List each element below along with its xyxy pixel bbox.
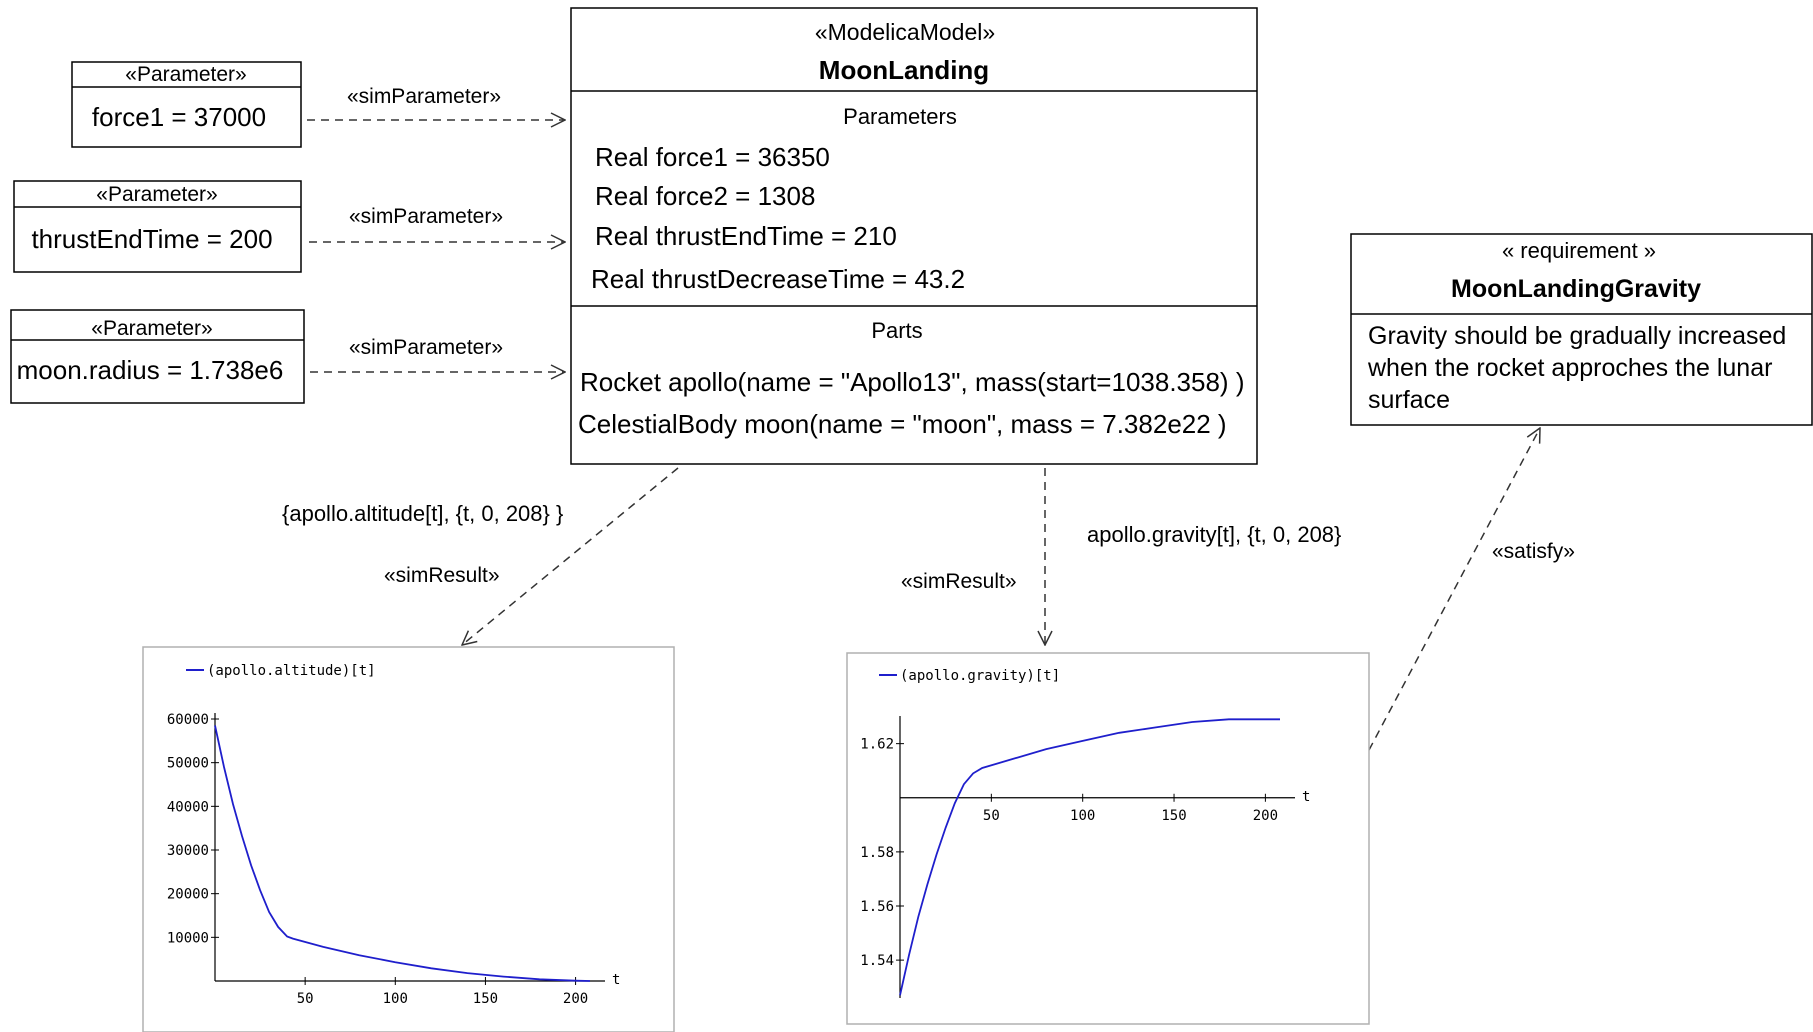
parameter-value: force1 = 37000 xyxy=(92,102,266,132)
sim-result-expression: apollo.gravity[t], {t, 0, 208} xyxy=(1087,522,1341,547)
series-line xyxy=(214,725,591,982)
model-stereotype: «ModelicaModel» xyxy=(815,19,995,45)
y-tick-label: 30000 xyxy=(167,843,209,859)
x-tick-label: 50 xyxy=(983,808,1000,824)
sim-parameter-label: «simParameter» xyxy=(347,85,501,108)
requirement-name: MoonLandingGravity xyxy=(1451,275,1701,303)
y-tick-label: 50000 xyxy=(167,756,209,772)
x-tick-label: 100 xyxy=(383,991,408,1007)
plot-frame xyxy=(846,652,1370,1025)
x-axis-label: t xyxy=(1302,789,1310,805)
x-tick-label: 50 xyxy=(297,991,314,1007)
x-tick-label: 150 xyxy=(1161,808,1186,824)
model-parameter: Real thrustEndTime = 210 xyxy=(595,221,897,251)
requirement-text: when the rocket approches the lunar xyxy=(1367,354,1772,382)
altitude-chart-area: t 50 100 150 200 10000 20000 30000 40000 50000 600… xyxy=(167,712,621,1007)
sim-result-expression: {apollo.altitude[t], {t, 0, 208} } xyxy=(282,501,563,526)
x-tick-label: 200 xyxy=(563,991,588,1007)
x-tick-label: 100 xyxy=(1070,808,1095,824)
parameter-value: thrustEndTime = 200 xyxy=(31,224,272,254)
y-tick-label: 1.58 xyxy=(860,845,894,861)
x-tick-label: 150 xyxy=(473,991,498,1007)
y-tick-label: 1.56 xyxy=(860,899,894,915)
legend-label: (apollo.gravity)[t] xyxy=(900,668,1060,684)
sim-result-label: «simResult» xyxy=(384,564,500,587)
sim-result-label: «simResult» xyxy=(901,570,1017,593)
satisfy-connector: «satisfy» xyxy=(1368,428,1575,751)
model-part: CelestialBody moon(name = "moon", mass =… xyxy=(578,409,1227,439)
requirement-stereotype: « requirement » xyxy=(1502,238,1656,263)
y-tick-label: 1.54 xyxy=(860,953,894,969)
gravity-plot: (apollo.gravity)[t] t 50 100 150 200 1.54 1.56… xyxy=(846,652,1370,1025)
y-tick-label: 60000 xyxy=(167,712,209,728)
requirement-text: Gravity should be gradually increased xyxy=(1368,322,1786,350)
series-line xyxy=(899,718,1280,996)
parameter-moon-radius[interactable]: «Parameter» moon.radius = 1.738e6 xyxy=(10,309,305,404)
satisfy-label: «satisfy» xyxy=(1492,540,1575,563)
parts-compartment-title: Parts xyxy=(871,318,922,343)
sim-parameter-connectors: «simParameter» «simParameter» «simParame… xyxy=(307,85,565,372)
sim-result-connectors: {apollo.altitude[t], {t, 0, 208} } «simR… xyxy=(282,467,1341,645)
model-parameter: Real force2 = 1308 xyxy=(595,181,815,211)
x-tick-label: 200 xyxy=(1253,808,1278,824)
sim-parameter-label: «simParameter» xyxy=(349,205,503,228)
parameter-value: moon.radius = 1.738e6 xyxy=(17,355,284,385)
parameter-stereotype: «Parameter» xyxy=(96,183,217,206)
model-name: MoonLanding xyxy=(819,55,989,85)
parameter-stereotype: «Parameter» xyxy=(91,317,212,340)
altitude-plot: (apollo.altitude)[t] t 50 100 150 200 10000 20… xyxy=(142,646,675,1032)
model-parameter: Real force1 = 36350 xyxy=(595,142,830,172)
plot-frame xyxy=(142,646,675,1032)
x-axis-label: t xyxy=(612,972,620,988)
parameter-force1[interactable]: «Parameter» force1 = 37000 xyxy=(71,61,302,148)
requirement-text: surface xyxy=(1368,386,1450,414)
sim-result-arrow-altitude[interactable] xyxy=(462,467,679,645)
sim-parameter-label: «simParameter» xyxy=(349,336,503,359)
legend-label: (apollo.altitude)[t] xyxy=(207,663,376,679)
y-tick-label: 40000 xyxy=(167,799,209,815)
parameter-stereotype: «Parameter» xyxy=(125,63,246,86)
y-tick-label: 1.62 xyxy=(860,737,894,753)
parameters-compartment-title: Parameters xyxy=(843,104,957,129)
model-parameter: Real thrustDecreaseTime = 43.2 xyxy=(591,264,965,294)
gravity-chart-area: t 50 100 150 200 1.54 1.56 1.58 1.62 xyxy=(860,716,1310,998)
y-tick-label: 10000 xyxy=(167,930,209,946)
parameter-thrust-end-time[interactable]: «Parameter» thrustEndTime = 200 xyxy=(13,180,302,273)
modelica-model-block[interactable]: «ModelicaModel» MoonLanding Parameters R… xyxy=(570,7,1258,465)
model-part: Rocket apollo(name = "Apollo13", mass(st… xyxy=(580,367,1244,397)
requirement-block[interactable]: « requirement » MoonLandingGravity Gravi… xyxy=(1350,233,1813,426)
y-tick-label: 20000 xyxy=(167,887,209,903)
satisfy-arrow[interactable] xyxy=(1368,428,1540,751)
